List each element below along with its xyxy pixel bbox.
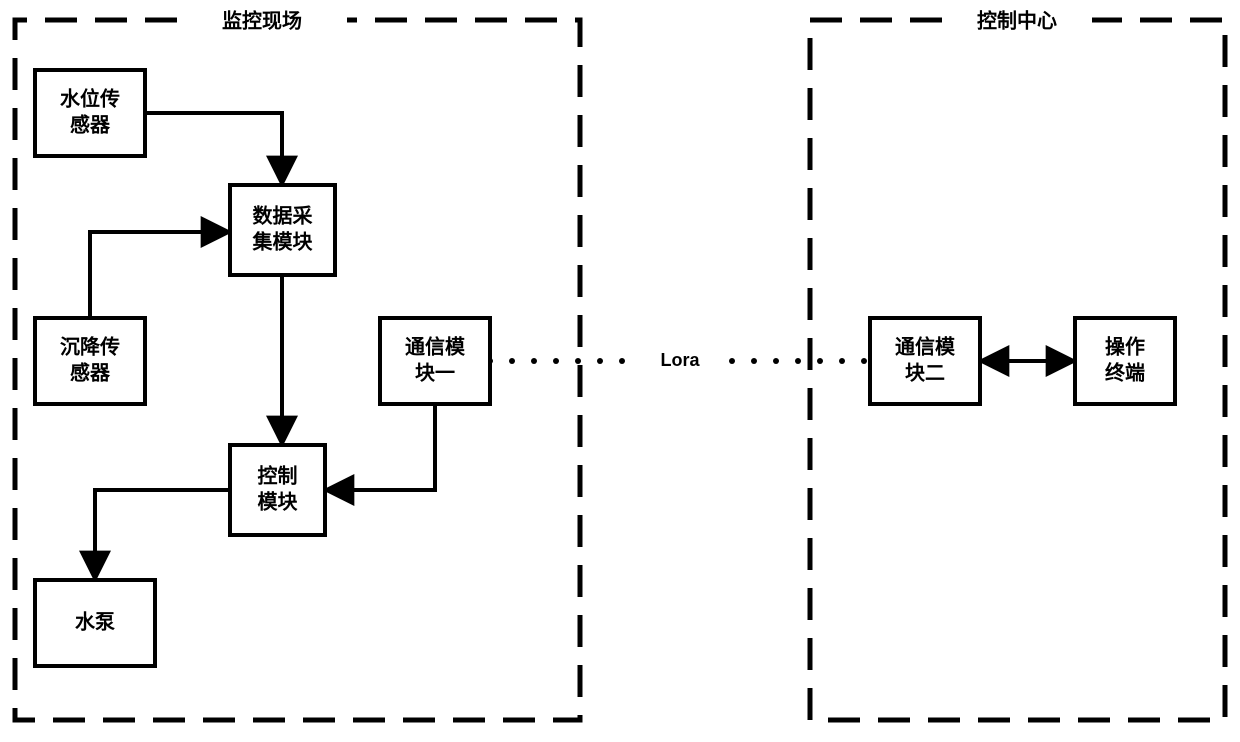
node-comm2: 通信模块二 xyxy=(870,318,980,404)
lora-dot xyxy=(619,358,625,364)
node-terminal: 操作终端 xyxy=(1075,318,1175,404)
edge-subsidence-sensor-data-acq xyxy=(90,232,230,318)
edge-control-pump xyxy=(95,490,230,580)
node-pump: 水泵 xyxy=(35,580,155,666)
lora-label: Lora xyxy=(660,350,700,370)
node-comm2-label1: 通信模 xyxy=(895,334,956,358)
lora-dot xyxy=(597,358,603,364)
node-data-acq-label2: 集模块 xyxy=(252,229,314,253)
lora-dot xyxy=(839,358,845,364)
node-terminal-label1: 操作 xyxy=(1105,334,1145,358)
diagram-canvas: 监控现场控制中心 Lora 水位传感器数据采集模块沉降传感器通信模块一控制模块水… xyxy=(0,0,1240,742)
node-comm1-label1: 通信模 xyxy=(405,334,466,358)
lora-dot xyxy=(509,358,515,364)
edge-water-level-sensor-data-acq xyxy=(145,113,282,185)
lora-dot xyxy=(861,358,867,364)
node-subsidence-sensor-label2: 感器 xyxy=(70,360,111,384)
node-pump-label: 水泵 xyxy=(75,610,115,633)
lora-dot xyxy=(531,358,537,364)
lora-dot xyxy=(729,358,735,364)
node-subsidence-sensor-label1: 沉降传 xyxy=(60,334,120,358)
node-comm2-label2: 块二 xyxy=(905,361,945,384)
node-data-acq-label1: 数据采 xyxy=(253,203,313,227)
lora-dot xyxy=(575,358,581,364)
lora-dot xyxy=(751,358,757,364)
node-control: 控制模块 xyxy=(230,445,325,535)
frame-right-title: 控制中心 xyxy=(977,8,1057,32)
lora-dot xyxy=(773,358,779,364)
node-water-level-sensor: 水位传感器 xyxy=(35,70,145,156)
node-subsidence-sensor: 沉降传感器 xyxy=(35,318,145,404)
nodes-layer: 水位传感器数据采集模块沉降传感器通信模块一控制模块水泵通信模块二操作终端 xyxy=(35,70,1175,666)
node-control-label2: 模块 xyxy=(258,489,299,513)
node-comm1: 通信模块一 xyxy=(380,318,490,404)
lora-dot xyxy=(553,358,559,364)
node-data-acq: 数据采集模块 xyxy=(230,185,335,275)
frame-left-title: 监控现场 xyxy=(222,8,302,32)
node-control-label1: 控制 xyxy=(258,463,298,487)
node-water-level-sensor-label2: 感器 xyxy=(70,112,111,136)
edge-comm1-control xyxy=(325,404,435,490)
lora-dot xyxy=(795,358,801,364)
lora-dot xyxy=(817,358,823,364)
node-water-level-sensor-label1: 水位传 xyxy=(60,86,120,110)
node-comm1-label2: 块一 xyxy=(415,361,455,384)
node-terminal-label2: 终端 xyxy=(1105,360,1145,384)
frames-layer: 监控现场 控制中心 xyxy=(15,8,1225,720)
